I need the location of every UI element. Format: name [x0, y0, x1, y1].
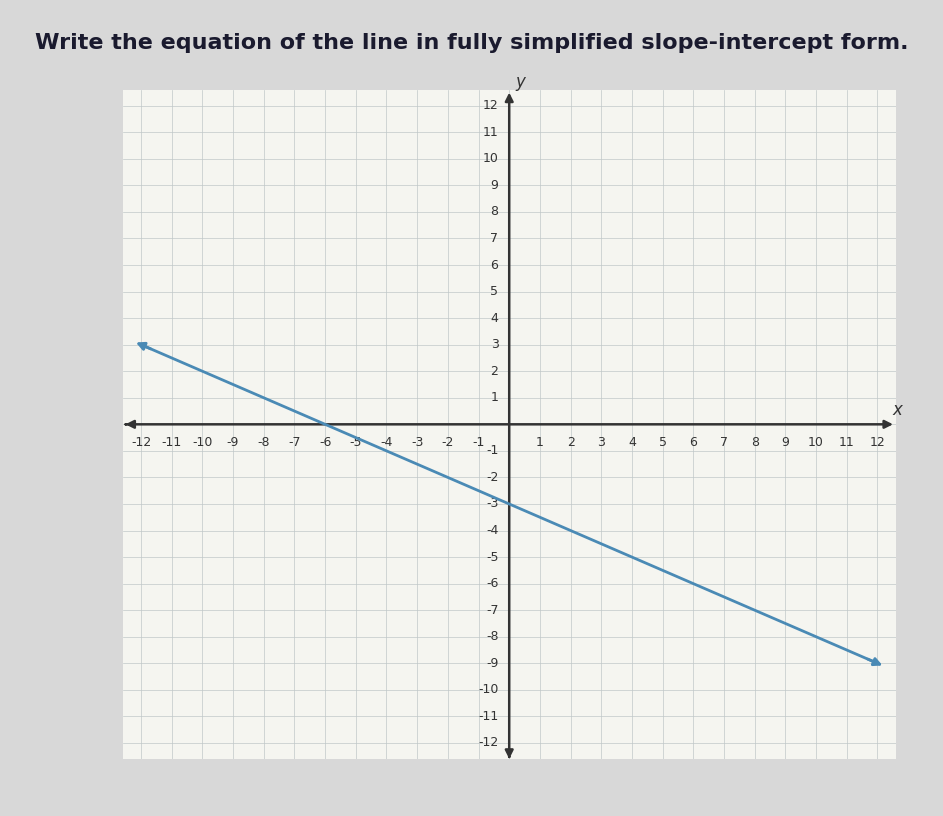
Text: -9: -9	[486, 657, 499, 670]
Text: 6: 6	[689, 437, 697, 450]
Text: 1: 1	[490, 391, 499, 404]
Text: -4: -4	[380, 437, 392, 450]
Text: 12: 12	[483, 100, 499, 112]
Text: -8: -8	[257, 437, 270, 450]
Text: 5: 5	[490, 285, 499, 298]
Text: 7: 7	[720, 437, 728, 450]
Text: -4: -4	[486, 524, 499, 537]
Text: -3: -3	[486, 498, 499, 511]
Text: -1: -1	[472, 437, 485, 450]
Text: -2: -2	[486, 471, 499, 484]
Text: 11: 11	[839, 437, 854, 450]
Text: -5: -5	[486, 551, 499, 564]
Text: 10: 10	[483, 153, 499, 166]
Text: -2: -2	[441, 437, 454, 450]
Text: 9: 9	[490, 179, 499, 192]
Text: -7: -7	[289, 437, 301, 450]
Text: 11: 11	[483, 126, 499, 139]
Text: -10: -10	[192, 437, 212, 450]
Text: x: x	[893, 401, 902, 419]
Text: -9: -9	[227, 437, 240, 450]
Text: -11: -11	[478, 710, 499, 723]
Text: -7: -7	[486, 604, 499, 617]
Text: 3: 3	[490, 338, 499, 351]
Text: -11: -11	[161, 437, 182, 450]
Text: -5: -5	[350, 437, 362, 450]
Text: -6: -6	[486, 577, 499, 590]
Text: 12: 12	[869, 437, 885, 450]
Text: y: y	[515, 73, 525, 91]
Text: 2: 2	[567, 437, 574, 450]
Text: 2: 2	[490, 365, 499, 378]
Text: 6: 6	[490, 259, 499, 272]
Text: -12: -12	[131, 437, 151, 450]
Text: -10: -10	[478, 683, 499, 696]
Text: 1: 1	[536, 437, 544, 450]
Text: -1: -1	[486, 445, 499, 458]
Text: 4: 4	[628, 437, 636, 450]
Text: 8: 8	[751, 437, 759, 450]
Text: -12: -12	[478, 737, 499, 749]
Text: -6: -6	[319, 437, 331, 450]
Text: -8: -8	[486, 630, 499, 643]
Text: -3: -3	[411, 437, 423, 450]
Text: 10: 10	[808, 437, 824, 450]
Text: 5: 5	[658, 437, 667, 450]
Text: 7: 7	[490, 232, 499, 245]
Text: Write the equation of the line in fully simplified slope-intercept form.: Write the equation of the line in fully …	[35, 33, 908, 53]
Text: 8: 8	[490, 206, 499, 219]
Text: 3: 3	[597, 437, 605, 450]
Text: 9: 9	[782, 437, 789, 450]
Text: 4: 4	[490, 312, 499, 325]
